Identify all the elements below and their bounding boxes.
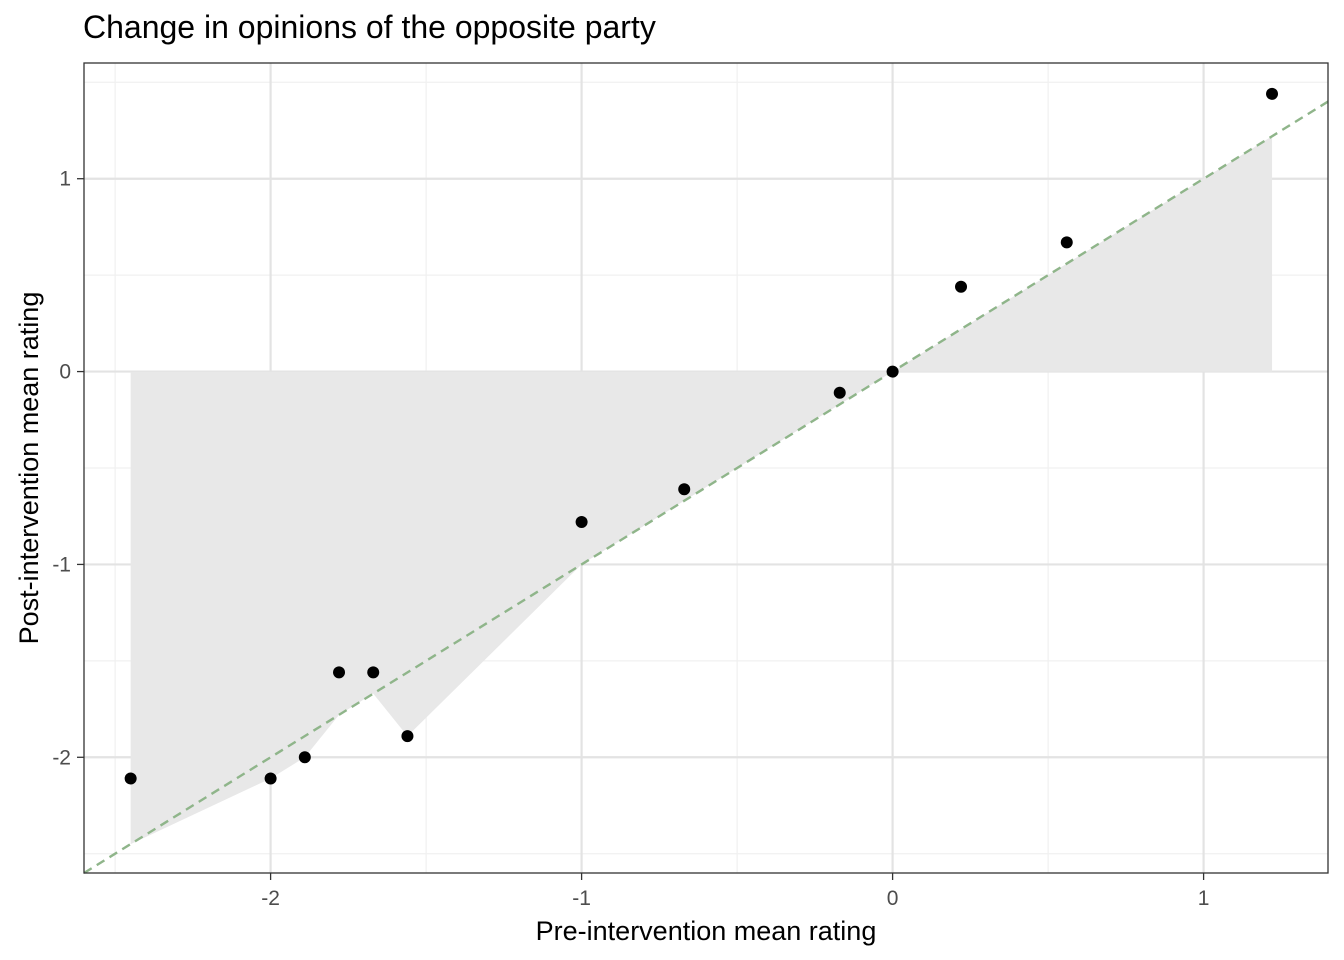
- y-tick-label: 1: [59, 168, 71, 191]
- x-tick-label: 0: [887, 887, 899, 910]
- x-axis-label: Pre-intervention mean rating: [536, 916, 877, 946]
- data-point: [124, 772, 137, 785]
- data-point: [401, 730, 414, 743]
- x-tick-label: -1: [572, 887, 591, 910]
- data-point: [333, 666, 346, 679]
- data-point: [1060, 236, 1073, 249]
- y-axis-ticks: -2 -1 0 1: [52, 168, 84, 769]
- reference-line: [83, 100, 1329, 875]
- y-tick-label: -2: [52, 746, 71, 769]
- x-axis-ticks: -2 -1 0 1: [261, 873, 1209, 910]
- data-point: [678, 483, 691, 496]
- y-tick-label: 0: [59, 361, 71, 384]
- x-tick-label: -2: [261, 887, 280, 910]
- y-axis-label: Post-intervention mean rating: [14, 292, 44, 645]
- x-tick-label: 1: [1198, 887, 1210, 910]
- data-point: [955, 280, 968, 293]
- reference-line-layer: [83, 100, 1329, 875]
- y-tick-label: -1: [52, 553, 71, 576]
- data-point: [1266, 87, 1279, 100]
- panel-border: [83, 62, 1329, 874]
- data-point: [575, 516, 588, 528]
- data-points: [124, 87, 1279, 785]
- data-point: [886, 365, 899, 378]
- data-point: [264, 772, 277, 785]
- data-point: [367, 666, 380, 679]
- data-point: [298, 751, 311, 764]
- data-point: [833, 386, 846, 399]
- chart-title: Change in opinions of the opposite party: [83, 9, 656, 45]
